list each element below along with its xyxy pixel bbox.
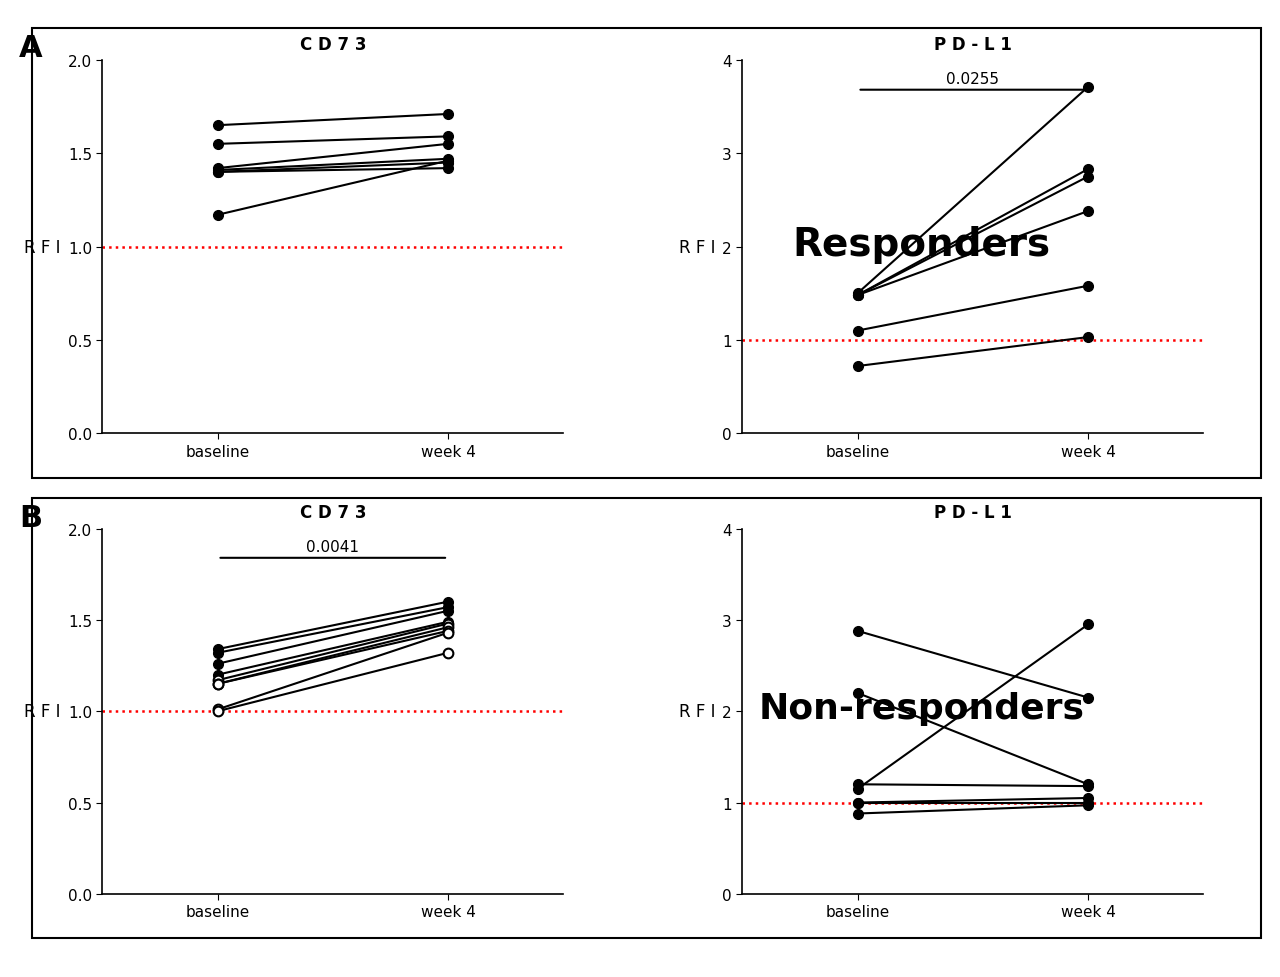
Y-axis label: R F I: R F I [24, 238, 61, 256]
Text: 0.0255: 0.0255 [946, 72, 1000, 87]
Title: P D - L 1: P D - L 1 [934, 504, 1011, 522]
Y-axis label: R F I: R F I [678, 702, 716, 720]
Title: C D 7 3: C D 7 3 [300, 504, 366, 522]
Title: P D - L 1: P D - L 1 [934, 36, 1011, 54]
Text: A: A [19, 34, 42, 64]
Text: 0.0041: 0.0041 [306, 539, 360, 555]
Y-axis label: R F I: R F I [678, 238, 716, 256]
Text: Non-responders: Non-responders [759, 692, 1084, 725]
Title: C D 7 3: C D 7 3 [300, 36, 366, 54]
Text: Responders: Responders [792, 226, 1051, 263]
Text: B: B [19, 503, 42, 532]
Y-axis label: R F I: R F I [24, 702, 61, 720]
